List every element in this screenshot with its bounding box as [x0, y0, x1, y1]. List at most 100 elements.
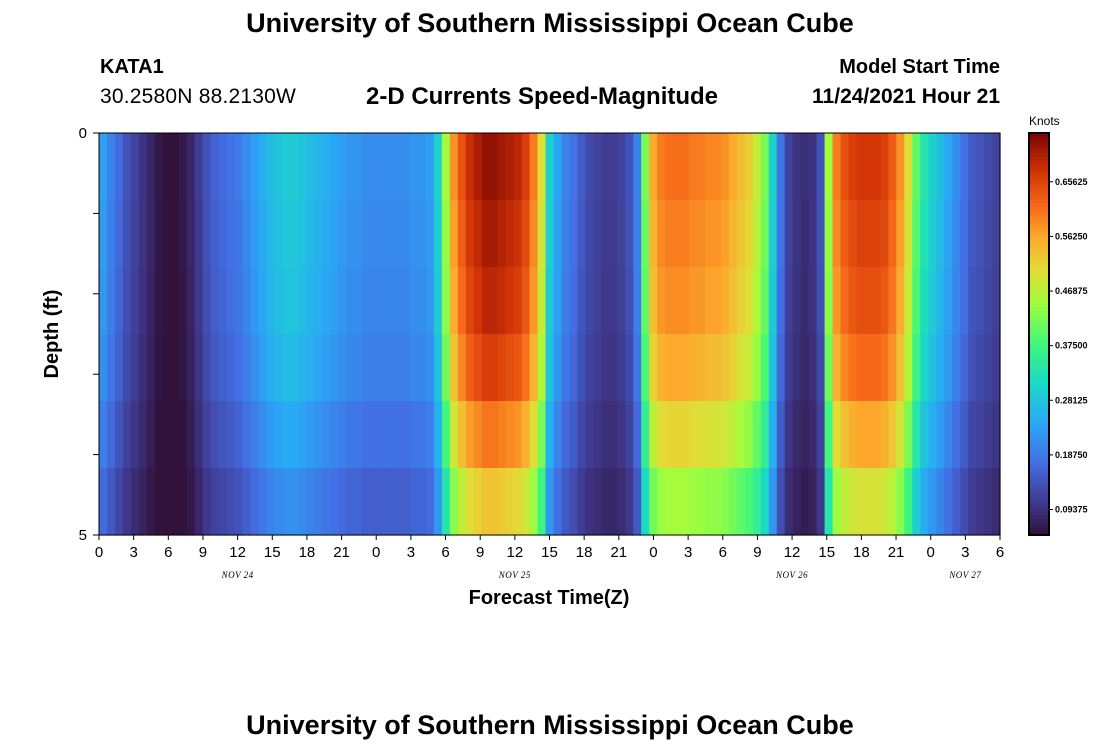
heatmap-cell: [896, 468, 905, 536]
heatmap-cell: [314, 468, 323, 536]
heatmap-cell: [816, 334, 826, 402]
heatmap-cell: [401, 468, 411, 536]
heatmap-cell: [832, 267, 842, 335]
heatmap-cell: [776, 468, 786, 536]
heatmap-cell: [561, 133, 571, 201]
heatmap-cell: [417, 468, 427, 536]
colorbar-tick-label: 0.46875: [1055, 286, 1088, 296]
heatmap-cell: [992, 401, 1001, 469]
colorbar-swatch: [1029, 280, 1049, 285]
heatmap-cell: [409, 334, 419, 402]
heatmap-cell: [202, 200, 212, 268]
heatmap-cell: [441, 401, 451, 469]
heatmap-cell: [864, 468, 874, 536]
heatmap-cell: [728, 468, 738, 536]
heatmap-cell: [122, 267, 132, 335]
colorbar-swatch: [1029, 250, 1049, 255]
heatmap-cell: [138, 401, 148, 469]
heatmap-cell: [354, 267, 363, 335]
colorbar-swatch: [1029, 394, 1049, 399]
heatmap-cell: [154, 267, 164, 335]
heatmap-cell: [673, 267, 682, 335]
heatmap-cell: [697, 401, 706, 469]
heatmap-cell: [242, 200, 252, 268]
colorbar-tick-label: 0.28125: [1055, 395, 1088, 405]
x-tick-label: 6: [719, 544, 727, 561]
heatmap-cell: [354, 401, 363, 469]
colorbar-swatch: [1029, 310, 1049, 315]
heatmap-cell: [768, 468, 778, 536]
x-tick-label: 21: [333, 544, 350, 561]
heatmap-cell: [274, 468, 283, 536]
heatmap-cell: [657, 200, 666, 268]
heatmap-cell: [226, 133, 236, 201]
heatmap-cell: [593, 133, 602, 201]
colorbar-tick-label: 0.18750: [1055, 450, 1088, 460]
heatmap-cell: [920, 267, 929, 335]
heatmap-cell: [824, 267, 834, 335]
heatmap-cell: [625, 468, 634, 536]
heatmap-cells: [99, 133, 1001, 536]
heatmap-cell: [960, 401, 969, 469]
heatmap-cell: [489, 133, 499, 201]
heatmap-cell: [928, 267, 937, 335]
heatmap-cell: [625, 401, 634, 469]
heatmap-cell: [521, 334, 531, 402]
heatmap-cell: [968, 334, 977, 402]
colorbar-swatch: [1029, 454, 1049, 459]
heatmap-cell: [920, 468, 929, 536]
colorbar-tick-label: 0.37500: [1055, 341, 1088, 351]
heatmap-cell: [513, 200, 523, 268]
heatmap-cell: [218, 267, 228, 335]
colorbar-swatch: [1029, 468, 1049, 472]
heatmap-cell: [210, 133, 220, 201]
heatmap-cell: [370, 468, 379, 536]
heatmap-cell: [912, 267, 921, 335]
heatmap-cell: [481, 200, 491, 268]
colorbar-swatch: [1029, 206, 1049, 211]
heatmap-cell: [99, 267, 108, 335]
heatmap-cell: [689, 468, 698, 536]
heatmap-cell: [760, 200, 770, 268]
heatmap-cell: [912, 200, 921, 268]
heatmap-cell: [784, 334, 794, 402]
heatmap-cell: [154, 468, 164, 536]
heatmap-cell: [306, 468, 315, 536]
heatmap-cell: [449, 468, 459, 536]
heatmap-cell: [146, 468, 156, 536]
heatmap-cell: [330, 200, 339, 268]
heatmap-cell: [920, 401, 929, 469]
heatmap-cell: [489, 267, 499, 335]
heatmap-cell: [521, 267, 531, 335]
heatmap-cell: [936, 401, 945, 469]
x-tick-label: 3: [684, 544, 692, 561]
heatmap-cell: [856, 267, 866, 335]
heatmap-cell: [378, 401, 387, 469]
heatmap-cell: [736, 401, 746, 469]
heatmap-cell: [577, 468, 586, 536]
colorbar-swatch: [1029, 236, 1049, 241]
colorbar-frame: [1028, 132, 1050, 536]
heatmap-cell: [832, 334, 842, 402]
heatmap-cell: [433, 334, 443, 402]
colorbar-swatch: [1029, 397, 1049, 402]
heatmap-cell: [218, 133, 228, 201]
heatmap-cell: [537, 267, 547, 335]
heatmap-cell: [585, 468, 594, 536]
colorbar-swatch: [1029, 307, 1049, 312]
x-axis-title: Forecast Time(Z): [469, 587, 630, 609]
heatmap-cell: [449, 334, 459, 402]
colorbar-swatch: [1029, 189, 1049, 194]
heatmap-cell: [306, 133, 315, 201]
colorbar-swatch: [1029, 163, 1049, 167]
colorbar-swatch: [1029, 498, 1049, 502]
colorbar-swatch: [1029, 528, 1049, 533]
heatmap-cell: [330, 133, 339, 201]
x-tick-label: 3: [961, 544, 969, 561]
heatmap-cell: [354, 200, 363, 268]
heatmap-cell: [840, 200, 850, 268]
heatmap-cell: [968, 401, 977, 469]
heatmap-cell: [489, 200, 499, 268]
heatmap-cell: [250, 133, 260, 201]
heatmap-cell: [928, 133, 937, 201]
